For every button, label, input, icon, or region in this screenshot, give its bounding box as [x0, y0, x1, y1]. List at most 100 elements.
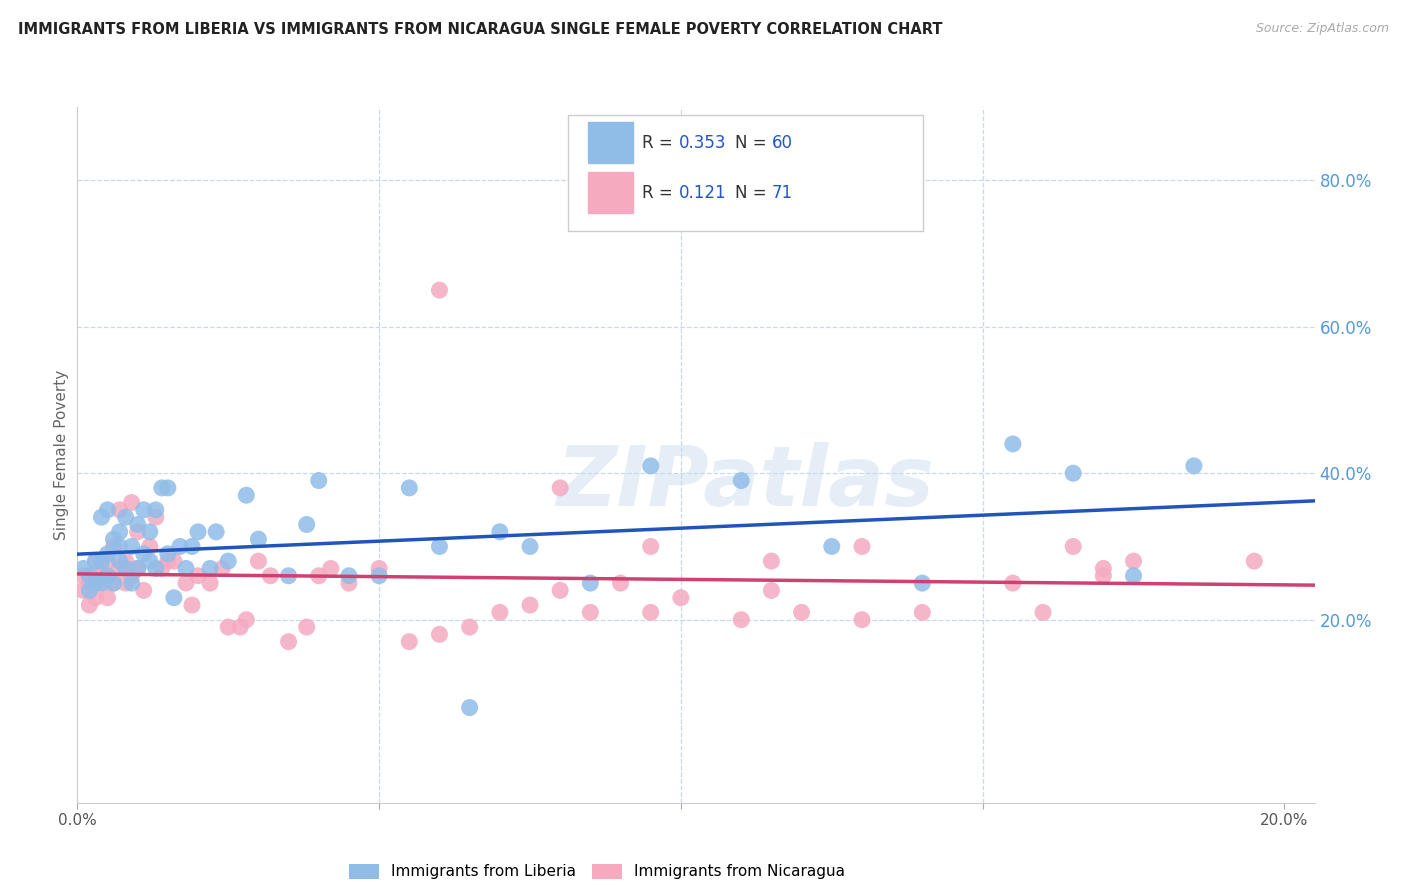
Point: [1122, 554, 1144, 568]
Point: [114, 554, 136, 568]
Point: [730, 474, 752, 488]
Point: [911, 606, 934, 620]
Point: [139, 540, 162, 554]
Point: [519, 598, 541, 612]
Point: [79, 583, 101, 598]
Point: [488, 606, 510, 620]
Point: [96, 591, 118, 605]
Point: [96, 554, 118, 568]
Point: [187, 524, 209, 539]
Point: [139, 554, 162, 568]
Point: [1001, 576, 1024, 591]
Point: [1092, 568, 1115, 582]
Point: [79, 598, 101, 612]
Point: [181, 598, 204, 612]
Point: [1182, 458, 1205, 473]
Point: [96, 547, 118, 561]
Point: [761, 554, 783, 568]
Point: [911, 576, 934, 591]
Point: [169, 540, 191, 554]
Point: [132, 547, 155, 561]
Point: [127, 524, 149, 539]
Point: [398, 634, 420, 648]
Point: [458, 700, 481, 714]
Point: [150, 481, 173, 495]
Point: [1122, 568, 1144, 582]
Point: [127, 517, 149, 532]
Point: [139, 524, 162, 539]
Text: Source: ZipAtlas.com: Source: ZipAtlas.com: [1256, 22, 1389, 36]
Point: [548, 481, 571, 495]
Point: [103, 576, 125, 591]
Point: [121, 576, 143, 591]
Point: [198, 576, 221, 591]
Point: [730, 613, 752, 627]
Point: [821, 540, 844, 554]
Text: ZIPatlas: ZIPatlas: [557, 442, 935, 524]
Point: [205, 524, 228, 539]
Point: [368, 561, 391, 575]
Point: [1062, 540, 1084, 554]
Point: [114, 561, 136, 575]
Point: [163, 591, 186, 605]
Text: 60: 60: [772, 134, 793, 152]
Point: [84, 576, 107, 591]
Point: [132, 503, 155, 517]
Point: [84, 591, 107, 605]
Point: [84, 568, 107, 582]
Point: [187, 568, 209, 582]
Point: [108, 524, 131, 539]
Point: [488, 524, 510, 539]
Point: [337, 576, 360, 591]
Point: [1092, 561, 1115, 575]
Point: [103, 540, 125, 554]
Point: [579, 606, 602, 620]
Point: [114, 510, 136, 524]
Point: [72, 561, 94, 575]
Point: [579, 576, 602, 591]
Point: [319, 561, 342, 575]
Text: R =: R =: [643, 184, 683, 202]
Point: [72, 583, 94, 598]
Point: [1001, 437, 1024, 451]
Point: [96, 568, 118, 582]
Point: [90, 576, 112, 591]
Point: [156, 554, 179, 568]
Point: [121, 540, 143, 554]
Point: [90, 554, 112, 568]
Point: [90, 510, 112, 524]
Point: [108, 503, 131, 517]
Point: [108, 554, 131, 568]
Point: [308, 568, 330, 582]
Point: [640, 458, 662, 473]
Point: [398, 481, 420, 495]
Point: [90, 561, 112, 575]
Text: IMMIGRANTS FROM LIBERIA VS IMMIGRANTS FROM NICARAGUA SINGLE FEMALE POVERTY CORRE: IMMIGRANTS FROM LIBERIA VS IMMIGRANTS FR…: [18, 22, 943, 37]
Point: [640, 606, 662, 620]
Point: [368, 568, 391, 582]
Point: [548, 583, 571, 598]
Point: [174, 576, 197, 591]
Point: [108, 540, 131, 554]
Point: [429, 627, 451, 641]
Point: [127, 561, 149, 575]
Point: [229, 620, 252, 634]
Point: [429, 540, 451, 554]
Text: 0.353: 0.353: [679, 134, 727, 152]
Point: [145, 503, 167, 517]
Point: [84, 554, 107, 568]
Point: [640, 540, 662, 554]
Point: [96, 503, 118, 517]
Point: [761, 583, 783, 598]
Point: [1062, 467, 1084, 481]
Point: [114, 576, 136, 591]
Point: [308, 474, 330, 488]
Point: [121, 568, 143, 582]
Point: [458, 620, 481, 634]
Point: [235, 488, 257, 502]
Point: [277, 568, 299, 582]
Point: [295, 620, 318, 634]
Point: [247, 532, 270, 546]
Point: [277, 634, 299, 648]
Point: [163, 554, 186, 568]
